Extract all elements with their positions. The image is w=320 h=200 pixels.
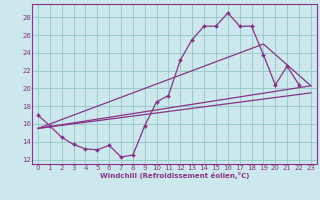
X-axis label: Windchill (Refroidissement éolien,°C): Windchill (Refroidissement éolien,°C) (100, 172, 249, 179)
